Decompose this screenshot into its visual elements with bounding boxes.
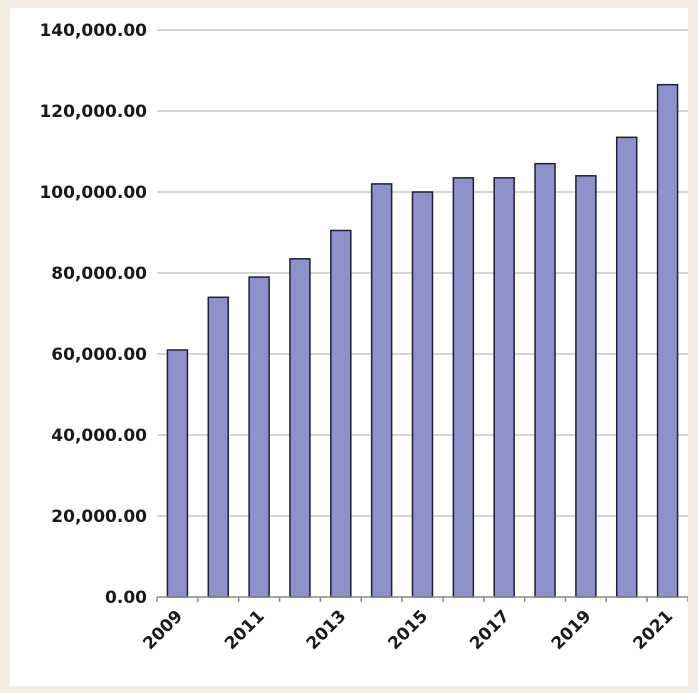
x-tick-label: 2019 — [548, 606, 596, 654]
bar-chart: 0.00 20,000.00 40,000.00 60,000.00 80,000.00… — [39, 21, 688, 654]
y-tick-label: 100,000.00 — [39, 183, 147, 203]
bar — [615, 136, 638, 598]
chart-panel: 0.00 20,000.00 40,000.00 60,000.00 80,000.00… — [10, 8, 688, 686]
x-axis — [156, 596, 688, 602]
bar — [166, 349, 189, 598]
y-tick-label: 80,000.00 — [51, 264, 147, 284]
bar — [575, 175, 597, 598]
x-tick-label: 2017 — [466, 606, 514, 654]
bar — [656, 83, 679, 598]
x-tick-label: 2011 — [221, 606, 269, 654]
x-axis-ticks: 2009 2011 2013 2015 2017 2019 2021 — [139, 606, 677, 654]
bar — [289, 258, 311, 598]
y-tick-label: 60,000.00 — [51, 345, 147, 365]
y-tick-label: 20,000.00 — [51, 507, 147, 527]
bar — [330, 229, 352, 598]
bar — [248, 276, 270, 598]
bar — [411, 191, 434, 598]
x-tick-label: 2015 — [384, 606, 432, 654]
bar — [452, 177, 475, 598]
x-tick-label: 2021 — [630, 606, 678, 654]
y-tick-label: 120,000.00 — [39, 102, 147, 122]
y-axis-ticks: 0.00 20,000.00 40,000.00 60,000.00 80,000.00… — [39, 21, 147, 608]
bars — [166, 83, 679, 598]
x-tick-label: 2009 — [139, 606, 187, 654]
bar — [207, 296, 230, 598]
y-tick-label: 0.00 — [105, 588, 147, 608]
y-tick-label: 40,000.00 — [51, 426, 147, 446]
x-tick-label: 2013 — [303, 606, 351, 654]
bar — [493, 177, 515, 598]
bar — [370, 183, 393, 598]
bar — [534, 162, 556, 598]
y-tick-label: 140,000.00 — [39, 21, 147, 41]
